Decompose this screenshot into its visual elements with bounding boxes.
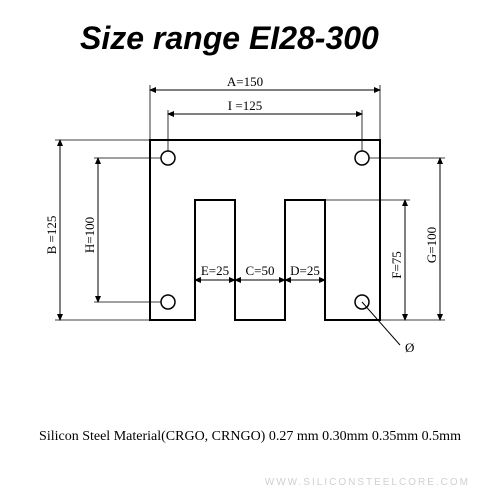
page-title: Size range EI28-300 — [80, 20, 379, 57]
engineering-diagram: A=150 I =125 B =125 H=100 E=25 C=50 D=25… — [40, 70, 460, 390]
material-footer: Silicon Steel Material(CRGO, CRNGO) 0.27… — [0, 429, 500, 445]
dim-e-label: E=25 — [201, 263, 229, 278]
dim-a-label: A=150 — [227, 74, 263, 89]
dim-b-label: B =125 — [44, 216, 59, 255]
hole-top-right — [355, 151, 369, 165]
hole-bottom-left — [161, 295, 175, 309]
hole-top-left — [161, 151, 175, 165]
slot-left — [195, 200, 235, 320]
dim-phi-label: Ø — [405, 340, 414, 355]
watermark: WWW.SILICONSTEELCORE.COM — [265, 477, 470, 488]
dim-g-label: G=100 — [424, 227, 439, 263]
dim-f-label: F=75 — [389, 251, 404, 279]
dim-h-label: H=100 — [82, 217, 97, 253]
dim-i-label: I =125 — [228, 98, 262, 113]
dim-c-label: C=50 — [245, 263, 274, 278]
slot-right — [285, 200, 325, 320]
core-outline — [150, 140, 380, 320]
dim-d-label: D=25 — [290, 263, 320, 278]
